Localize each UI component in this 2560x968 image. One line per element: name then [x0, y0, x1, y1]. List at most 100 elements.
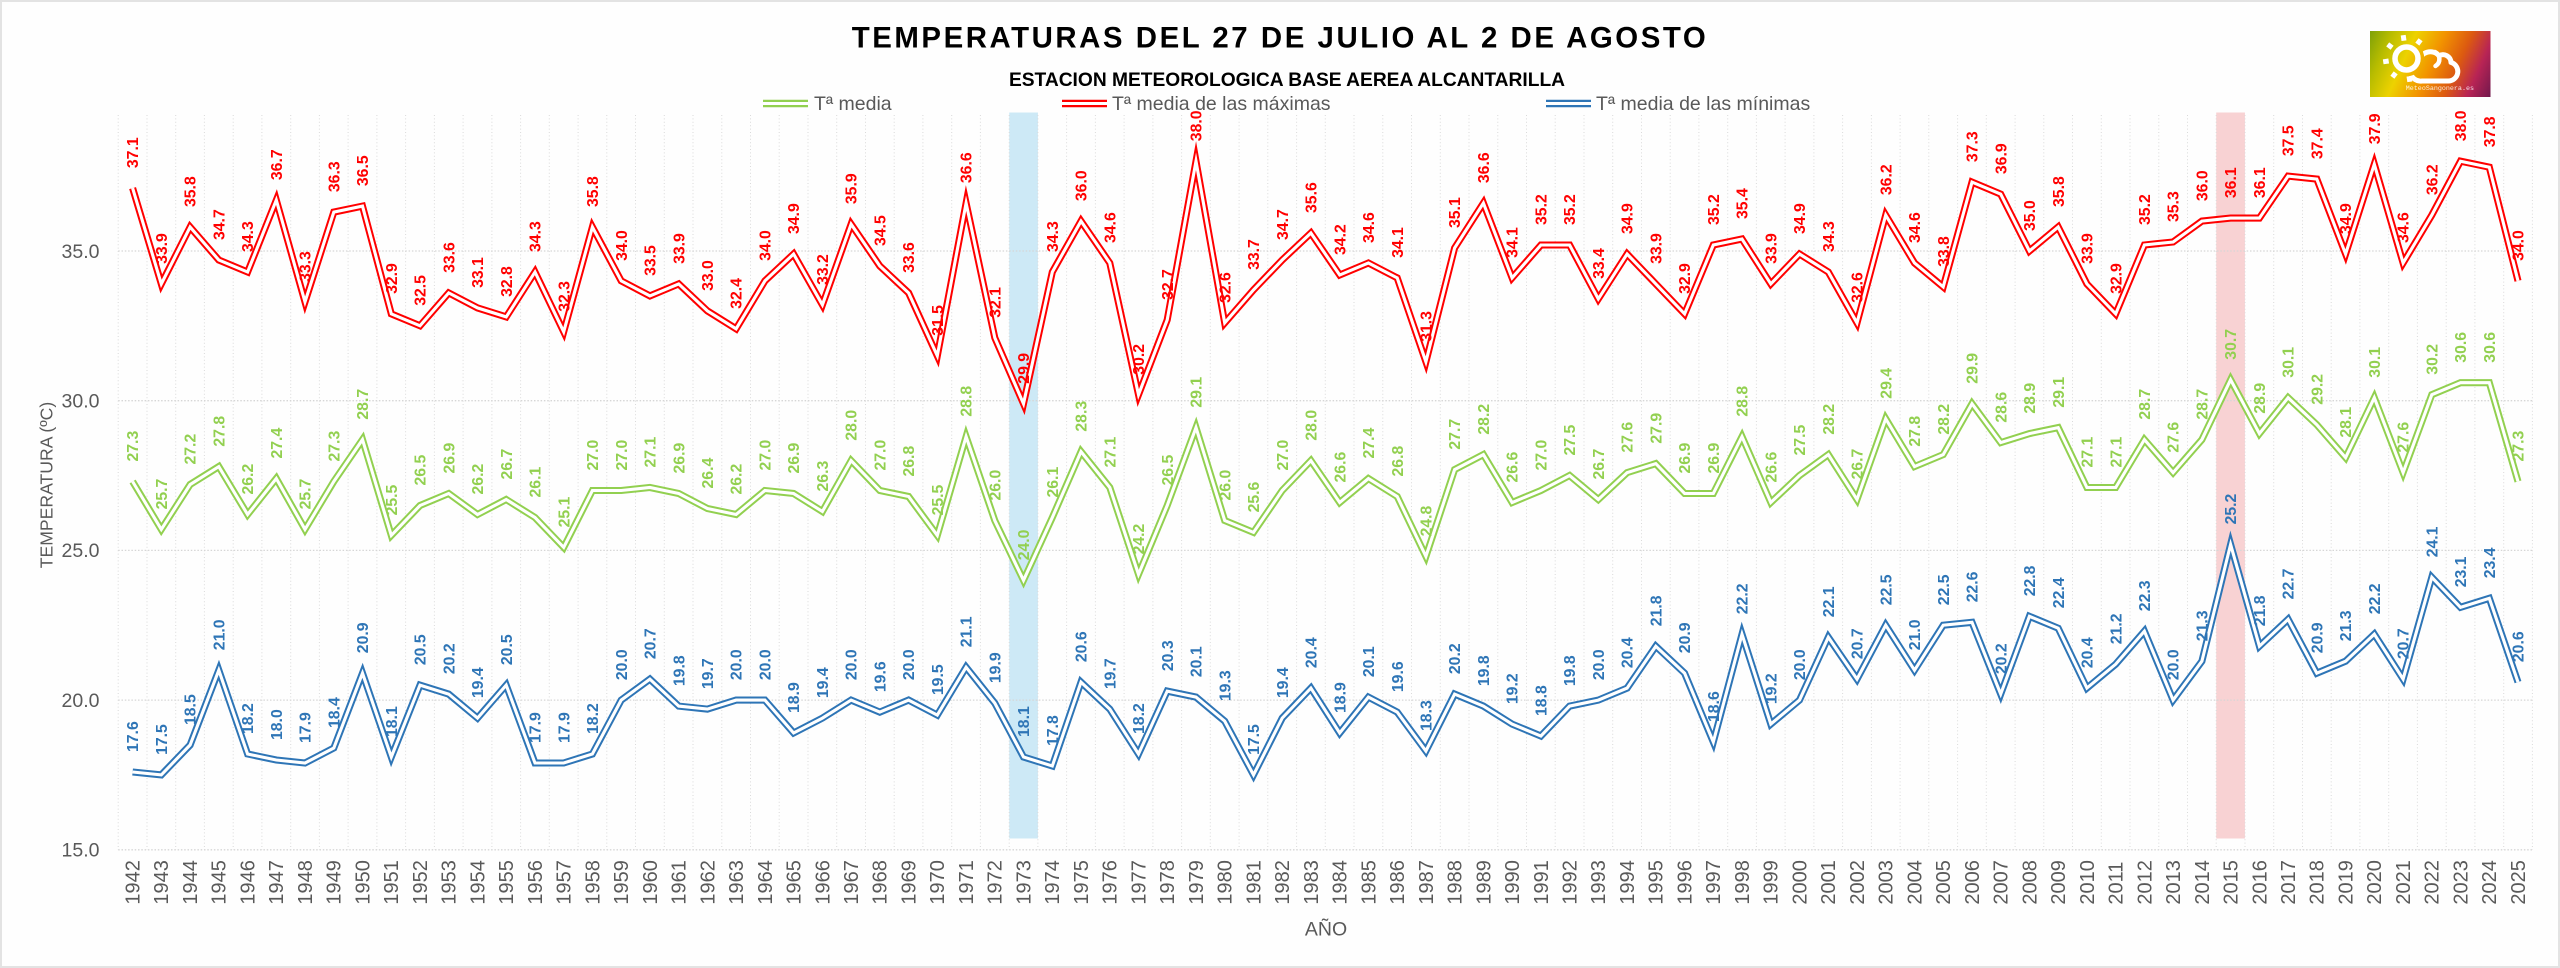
svg-text:20.9: 20.9 [1677, 622, 1694, 653]
svg-text:35.6: 35.6 [1304, 182, 1321, 213]
svg-text:27.6: 27.6 [2166, 422, 2183, 453]
svg-text:2024: 2024 [2479, 860, 2501, 905]
svg-text:26.5: 26.5 [413, 455, 430, 486]
svg-text:25.6: 25.6 [1246, 481, 1263, 512]
svg-text:22.6: 22.6 [1965, 571, 1982, 602]
svg-text:18.6: 18.6 [1706, 691, 1723, 722]
svg-text:1964: 1964 [755, 860, 777, 905]
svg-text:1976: 1976 [1100, 860, 1122, 905]
svg-text:20.9: 20.9 [2309, 622, 2326, 653]
svg-text:2003: 2003 [1876, 860, 1898, 905]
svg-text:37.3: 37.3 [1965, 131, 1982, 162]
svg-text:27.1: 27.1 [1102, 437, 1119, 468]
svg-text:30.0: 30.0 [62, 391, 100, 413]
svg-text:19.5: 19.5 [930, 664, 947, 695]
svg-text:28.7: 28.7 [2137, 389, 2154, 420]
svg-text:1977: 1977 [1128, 860, 1150, 905]
svg-text:35.2: 35.2 [1562, 194, 1579, 225]
svg-text:28.2: 28.2 [1936, 404, 1953, 435]
svg-text:19.2: 19.2 [1763, 673, 1780, 704]
svg-text:30.1: 30.1 [2281, 347, 2298, 378]
svg-text:1957: 1957 [554, 860, 576, 905]
svg-text:20.0: 20.0 [729, 649, 746, 680]
svg-text:27.2: 27.2 [183, 434, 200, 465]
svg-text:1951: 1951 [381, 860, 403, 905]
svg-text:2006: 2006 [1962, 860, 1984, 905]
svg-text:36.7: 36.7 [269, 149, 286, 180]
svg-text:36.0: 36.0 [1074, 170, 1091, 201]
svg-text:33.5: 33.5 [643, 245, 660, 276]
svg-text:1975: 1975 [1071, 860, 1093, 905]
svg-text:36.9: 36.9 [1993, 143, 2010, 174]
svg-text:2013: 2013 [2163, 860, 2185, 905]
svg-text:32.9: 32.9 [2108, 263, 2125, 294]
svg-text:37.1: 37.1 [125, 137, 142, 168]
svg-text:19.8: 19.8 [1562, 655, 1579, 686]
svg-text:1947: 1947 [266, 860, 288, 905]
svg-text:27.3: 27.3 [125, 431, 142, 462]
svg-text:2012: 2012 [2134, 860, 2156, 905]
svg-text:27.0: 27.0 [614, 440, 631, 471]
svg-text:26.8: 26.8 [901, 446, 918, 477]
svg-text:20.0: 20.0 [844, 649, 861, 680]
svg-text:34.9: 34.9 [2338, 203, 2355, 234]
svg-text:36.1: 36.1 [2252, 167, 2269, 198]
svg-text:26.9: 26.9 [786, 443, 803, 474]
svg-text:22.7: 22.7 [2281, 568, 2298, 599]
svg-text:1989: 1989 [1473, 860, 1495, 905]
svg-text:21.3: 21.3 [2195, 610, 2212, 641]
svg-text:25.2: 25.2 [2223, 493, 2240, 524]
svg-text:1981: 1981 [1243, 860, 1265, 905]
svg-text:19.7: 19.7 [1102, 658, 1119, 689]
svg-text:17.9: 17.9 [298, 712, 315, 743]
svg-text:36.3: 36.3 [326, 161, 343, 192]
svg-text:27.3: 27.3 [2511, 431, 2528, 462]
svg-text:20.5: 20.5 [413, 634, 430, 665]
svg-text:1988: 1988 [1445, 860, 1467, 905]
svg-text:36.2: 36.2 [2424, 164, 2441, 195]
svg-text:27.4: 27.4 [269, 428, 286, 459]
svg-text:1996: 1996 [1675, 860, 1697, 905]
svg-text:20.2: 20.2 [441, 643, 458, 674]
svg-text:28.1: 28.1 [2338, 407, 2355, 438]
svg-text:1950: 1950 [352, 860, 374, 905]
svg-text:26.9: 26.9 [441, 443, 458, 474]
svg-text:34.3: 34.3 [528, 221, 545, 252]
svg-text:1965: 1965 [784, 860, 806, 905]
svg-text:1958: 1958 [582, 860, 604, 905]
svg-text:1949: 1949 [324, 860, 346, 905]
svg-text:22.4: 22.4 [2051, 577, 2068, 608]
svg-text:2008: 2008 [2019, 860, 2041, 905]
svg-text:29.1: 29.1 [1189, 377, 1206, 408]
svg-text:34.0: 34.0 [758, 230, 775, 261]
svg-text:30.6: 30.6 [2482, 332, 2499, 363]
svg-text:32.9: 32.9 [1677, 263, 1694, 294]
svg-text:2020: 2020 [2364, 860, 2386, 905]
svg-text:2001: 2001 [1818, 860, 1840, 905]
svg-text:20.4: 20.4 [2080, 637, 2097, 668]
svg-text:Tª media: Tª media [814, 93, 892, 115]
svg-text:20.9: 20.9 [355, 622, 372, 653]
svg-text:32.9: 32.9 [384, 263, 401, 294]
svg-text:26.7: 26.7 [1591, 449, 1608, 480]
svg-text:32.3: 32.3 [556, 281, 573, 312]
svg-text:34.9: 34.9 [1620, 203, 1637, 234]
svg-text:1952: 1952 [410, 860, 432, 905]
svg-text:34.3: 34.3 [1821, 221, 1838, 252]
svg-text:1971: 1971 [956, 860, 978, 905]
svg-text:19.2: 19.2 [1505, 673, 1522, 704]
svg-text:29.2: 29.2 [2309, 374, 2326, 405]
svg-text:20.6: 20.6 [2511, 631, 2528, 662]
svg-text:1979: 1979 [1186, 860, 1208, 905]
svg-text:27.0: 27.0 [585, 440, 602, 471]
svg-text:25.7: 25.7 [154, 478, 171, 509]
svg-text:35.8: 35.8 [183, 176, 200, 207]
svg-text:34.5: 34.5 [872, 215, 889, 246]
svg-text:31.5: 31.5 [930, 305, 947, 336]
svg-text:33.9: 33.9 [2080, 233, 2097, 264]
svg-text:27.5: 27.5 [1562, 425, 1579, 456]
svg-text:18.2: 18.2 [1131, 703, 1148, 734]
svg-text:20.6: 20.6 [1074, 631, 1091, 662]
svg-text:1970: 1970 [927, 860, 949, 905]
svg-text:26.6: 26.6 [1763, 452, 1780, 483]
